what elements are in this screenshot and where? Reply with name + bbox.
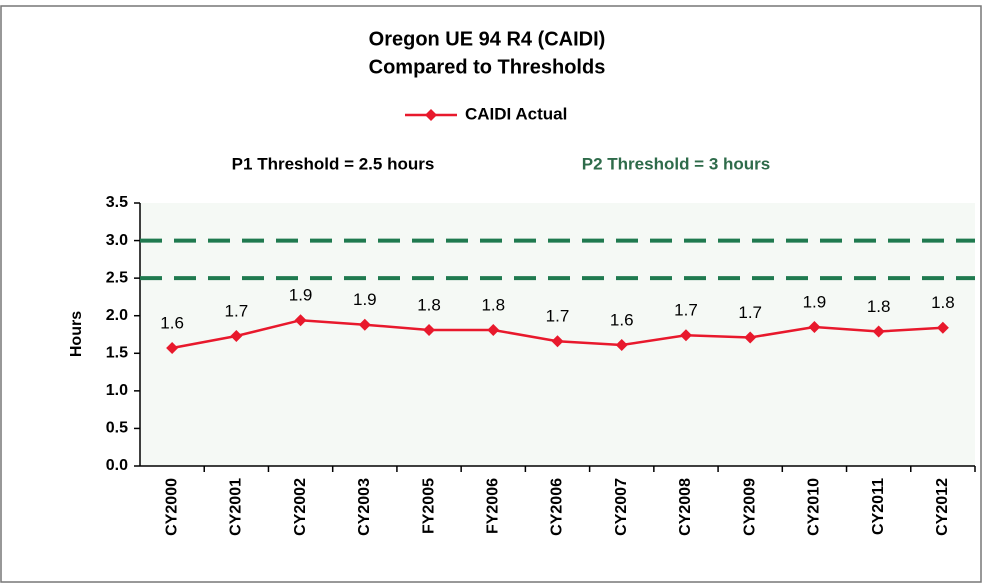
point (551, 335, 564, 348)
y-axis-label: Hours (68, 311, 85, 357)
chart-title: Compared to Thresholds (369, 56, 606, 78)
plot-area (140, 203, 975, 466)
point (423, 323, 436, 336)
data-label: 1.9 (289, 286, 313, 305)
point (230, 330, 243, 343)
x-tick-label: CY2002 (292, 478, 309, 536)
chart-title: Oregon UE 94 R4 (CAIDI) (369, 28, 606, 50)
point (744, 331, 757, 344)
y-tick-label: 3.0 (106, 232, 128, 249)
x-tick-label: CY2012 (934, 478, 951, 536)
x-tick-label: CY2000 (163, 478, 180, 536)
data-label: 1.8 (481, 295, 505, 314)
data-label: 1.9 (803, 292, 827, 311)
point (294, 314, 307, 327)
point (936, 321, 949, 334)
point (358, 318, 371, 331)
legend-marker (425, 109, 437, 121)
x-tick-label: FY2005 (420, 478, 437, 534)
data-label: 1.9 (353, 290, 377, 309)
y-tick-label: 1.5 (106, 345, 128, 362)
y-tick-label: 0.0 (106, 457, 128, 474)
annotation: P2 Threshold = 3 hours (582, 154, 770, 173)
data-label: 1.7 (546, 307, 570, 326)
legend-label: CAIDI Actual (465, 104, 567, 123)
data-label: 1.8 (931, 293, 955, 312)
y-tick-label: 1.0 (106, 382, 128, 399)
x-tick-label: CY2006 (549, 478, 566, 536)
point (808, 320, 821, 333)
y-tick-label: 2.5 (106, 269, 128, 286)
point (487, 323, 500, 336)
x-tick-label: CY2009 (741, 478, 758, 536)
y-tick-label: 2.0 (106, 307, 128, 324)
x-tick-label: CY2008 (677, 478, 694, 536)
point (615, 339, 628, 352)
data-label: 1.7 (738, 303, 762, 322)
x-tick-label: CY2001 (228, 478, 245, 536)
data-label: 1.8 (417, 295, 441, 314)
x-tick-label: CY2007 (613, 478, 630, 536)
data-label: 1.6 (610, 311, 634, 330)
y-tick-label: 3.5 (106, 194, 128, 211)
x-tick-label: CY2011 (870, 478, 887, 535)
annotation: P1 Threshold = 2.5 hours (232, 154, 435, 173)
point (679, 329, 692, 342)
point (872, 325, 885, 338)
x-tick-label: FY2006 (484, 478, 501, 534)
y-tick-label: 0.5 (106, 420, 128, 437)
data-label: 1.6 (160, 314, 184, 333)
point (166, 342, 179, 355)
data-label: 1.7 (225, 301, 249, 320)
x-tick-label: CY2003 (356, 478, 373, 536)
x-tick-label: CY2010 (806, 478, 823, 536)
data-label: 1.7 (674, 301, 698, 320)
data-label: 1.8 (867, 297, 891, 316)
